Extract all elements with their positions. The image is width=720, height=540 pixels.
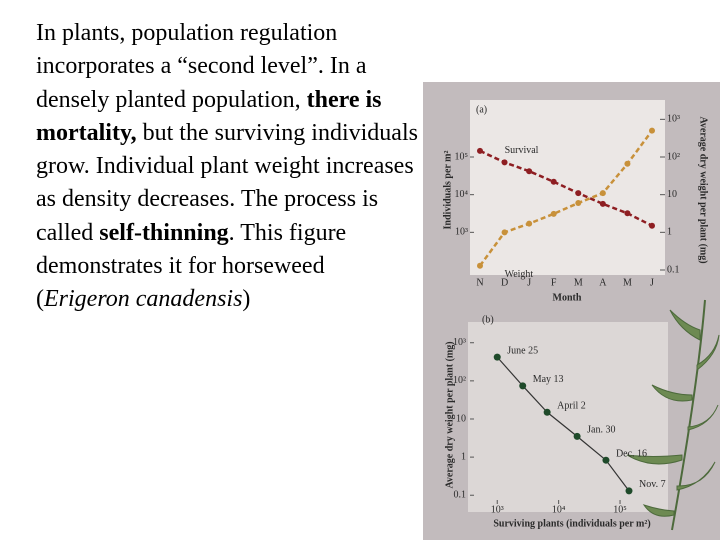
point-label: April 2: [557, 401, 586, 412]
leaf: [669, 309, 701, 341]
x-tick-label: 10³: [491, 504, 504, 515]
leaf: [642, 504, 675, 517]
data-point: [602, 456, 610, 464]
data-point: [493, 353, 501, 361]
data-point: [624, 210, 631, 217]
x-axis-title: Surviving plants (individuals per m²): [493, 518, 650, 529]
trend-line: [522, 385, 548, 413]
panel-b-background: [468, 322, 668, 512]
data-point: [575, 190, 582, 197]
y-tick-label: 10³: [453, 337, 466, 348]
leaf: [651, 384, 693, 402]
data-point: [477, 262, 483, 269]
data-point: [624, 160, 631, 167]
series-line: [479, 149, 653, 227]
text-run: . This figure demonstrates it for horsew…: [36, 219, 347, 313]
y-axis-title: Average dry weight per plant (mg): [444, 341, 455, 488]
series-label: Survival: [505, 145, 539, 156]
text-run: there is mortality,: [36, 86, 382, 146]
y2-tick-label: 10³: [667, 114, 680, 125]
trend-line: [605, 459, 630, 492]
data-point: [519, 382, 527, 390]
panel-a-background: [470, 100, 665, 275]
x-tick-label: J: [650, 277, 654, 288]
point-label: Dec. 16: [616, 448, 647, 459]
y-tick-label: 10³: [455, 227, 468, 238]
y-tick-label: 10²: [453, 375, 466, 386]
x-tick-label: 10⁵: [613, 504, 627, 515]
plant-stem: [671, 299, 706, 531]
y-tick-label: 10: [456, 413, 466, 424]
text-run: but the surviving individuals grow. Indi…: [36, 119, 418, 246]
panel-label: (b): [482, 314, 494, 325]
float-spacer: [420, 69, 676, 489]
data-point: [649, 222, 655, 229]
data-point: [649, 127, 655, 134]
leaf: [676, 461, 716, 491]
y2-tick-label: 10²: [667, 151, 680, 162]
leaf: [626, 454, 683, 465]
y-tick-label: 10⁴: [455, 189, 469, 200]
trend-line: [496, 356, 524, 387]
data-point: [550, 210, 557, 217]
data-point: [526, 220, 533, 227]
data-point: [550, 178, 557, 185]
series-line: [478, 129, 654, 267]
x-tick-label: F: [551, 277, 557, 288]
x-axis-title: Month: [553, 292, 582, 303]
text-run: ): [242, 286, 251, 313]
point-label: Nov. 7: [639, 479, 666, 490]
data-point: [526, 168, 533, 175]
x-tick-label: 10⁴: [552, 504, 566, 515]
trend-line: [546, 411, 578, 437]
data-point: [501, 229, 508, 236]
x-tick-label: A: [599, 277, 607, 288]
point-label: June 25: [507, 345, 538, 356]
data-point: [477, 147, 483, 154]
text-run: self-thinning: [99, 219, 229, 246]
y-tick-label: 1: [461, 451, 466, 462]
data-point: [599, 190, 606, 197]
data-point: [573, 432, 581, 440]
y2-tick-label: 0.1: [667, 264, 680, 275]
y2-axis-title: Average dry weight per plant (mg): [698, 116, 709, 263]
x-tick-label: J: [527, 277, 531, 288]
y2-tick-label: 10: [667, 189, 677, 200]
data-point: [575, 200, 582, 207]
data-point: [599, 200, 606, 207]
x-tick-label: M: [574, 277, 583, 288]
y-tick-label: 10⁵: [455, 151, 469, 162]
y-axis-title: Individuals per m²: [442, 151, 453, 230]
trend-line: [576, 435, 607, 461]
x-tick-label: D: [501, 277, 508, 288]
text-run: Erigeron canadensis: [44, 286, 243, 313]
point-label: May 13: [533, 374, 564, 385]
x-tick-label: N: [476, 277, 483, 288]
body-text: In plants, population regulation incorpo…: [36, 17, 676, 489]
panel-label: (a): [476, 104, 487, 115]
point-label: Jan. 30: [587, 425, 615, 436]
leaf: [696, 334, 720, 372]
leaf: [687, 404, 719, 431]
series-label: Weight: [505, 269, 534, 280]
x-tick-label: M: [623, 277, 632, 288]
y2-tick-label: 1: [667, 227, 672, 238]
plant-illustration: [626, 299, 720, 531]
data-point: [625, 487, 633, 495]
y-tick-label: 0.1: [454, 490, 467, 501]
data-point: [501, 159, 508, 166]
text-run: In plants, population regulation incorpo…: [36, 20, 367, 113]
data-point: [543, 408, 551, 416]
